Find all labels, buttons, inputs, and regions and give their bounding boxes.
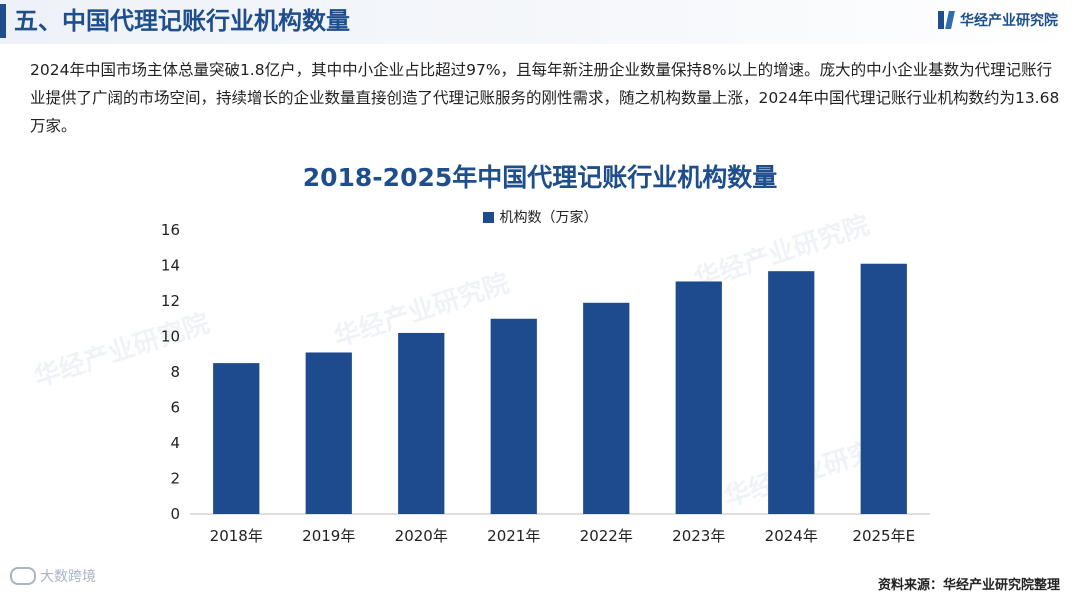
- y-tick-label: 14: [161, 257, 180, 275]
- y-tick-label: 16: [161, 221, 180, 239]
- y-tick-label: 6: [170, 399, 180, 417]
- header-accent: [0, 4, 6, 38]
- x-tick-label: 2018年: [210, 527, 263, 545]
- chart-legend: 机构数（万家）: [0, 207, 1080, 227]
- bar: [583, 302, 630, 514]
- bar: [768, 271, 815, 514]
- brand-name: 华经产业研究院: [960, 13, 1058, 29]
- corner-mark-label: 大数跨境: [40, 569, 96, 585]
- bar: [398, 332, 445, 514]
- y-tick-label: 12: [161, 292, 180, 310]
- y-tick-label: 8: [170, 363, 180, 381]
- brand: 华经产业研究院: [938, 8, 1058, 32]
- legend-label: 机构数（万家）: [499, 210, 598, 226]
- y-tick-label: 2: [170, 470, 180, 488]
- corner-mark: 大数跨境: [10, 566, 96, 586]
- brand-logo-icon: [938, 11, 955, 29]
- page-title: 五、中国代理记账行业机构数量: [14, 7, 350, 35]
- bar: [675, 281, 722, 514]
- bar: [490, 318, 537, 514]
- bar: [860, 263, 907, 514]
- x-tick-label: 2025年E: [852, 527, 915, 545]
- x-tick-label: 2021年: [487, 527, 540, 545]
- bar: [213, 363, 260, 514]
- x-tick-label: 2019年: [302, 527, 355, 545]
- source-note: 资料来源：华经产业研究院整理: [877, 578, 1060, 593]
- y-tick-label: 10: [161, 328, 180, 346]
- y-tick-label: 4: [170, 434, 180, 452]
- y-tick-label: 0: [170, 505, 180, 523]
- x-tick-label: 2024年: [765, 527, 818, 545]
- chart-title: 2018-2025年中国代理记账行业机构数量: [302, 163, 778, 192]
- x-tick-label: 2022年: [580, 527, 633, 545]
- corner-mark-icon: [10, 567, 36, 585]
- bar: [305, 352, 352, 514]
- intro-paragraph: 2024年中国市场主体总量突破1.8亿户，其中中小企业占比超过97%，且每年新注…: [30, 61, 1060, 135]
- legend-swatch: [482, 211, 494, 223]
- x-tick-label: 2023年: [672, 527, 725, 545]
- x-tick-label: 2020年: [395, 527, 448, 545]
- header-bar: [0, 0, 1080, 44]
